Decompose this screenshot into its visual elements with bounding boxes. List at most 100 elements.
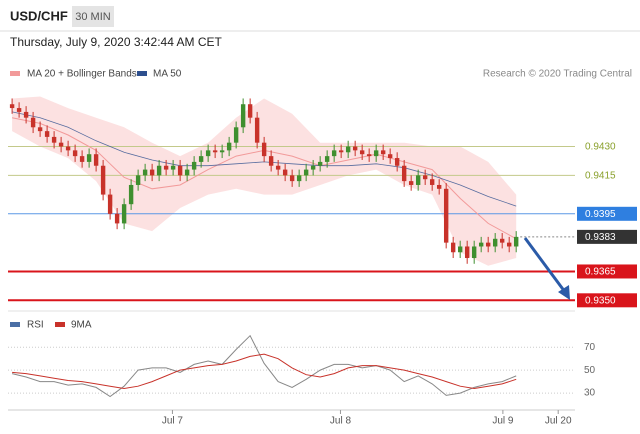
candle-body [58,142,64,147]
candle-body [401,165,407,182]
legend-label: MA 50 [153,69,182,80]
candle-body [338,150,344,153]
candle-body [310,165,316,170]
candle-body [492,238,498,247]
candle-body [387,154,393,159]
candle-body [233,127,239,143]
candle-body [198,156,204,162]
candle-body [394,158,400,166]
candle-body [485,242,491,247]
x-tick-label: Jul 8 [330,416,352,427]
bollinger-band [12,96,517,266]
price-label: 0.9383 [585,232,616,243]
candle-body [408,181,414,185]
x-tick-label: Jul 7 [162,416,184,427]
candle-body [9,104,15,109]
symbol: USD/CHF [10,8,68,23]
price-label: 0.9415 [585,170,616,181]
candle-body [114,213,120,224]
candle-body [219,150,225,153]
candle-body [44,131,50,137]
candle-body [289,175,295,182]
price-label: 0.9350 [585,295,616,306]
price-label: 0.9430 [585,142,616,153]
candle-body [324,156,330,162]
candle-body [86,154,92,162]
candle-body [513,236,519,247]
x-tick-label: Jul 20 [545,416,572,427]
candle-body [121,204,127,224]
candle-body [184,169,190,176]
candle-body [478,242,484,247]
candle-body [79,156,85,162]
candle-body [212,150,218,153]
forecast-arrowhead [558,285,570,300]
candle-body [30,117,36,128]
candle-body [282,169,288,176]
rsi-line [11,334,517,398]
candle-body [240,104,246,128]
candle-body [429,179,435,185]
ma9-line [12,353,517,390]
price-label-box [577,293,637,308]
candle-body [296,175,302,182]
candle-body [149,169,155,176]
candle-body [37,127,43,132]
candle-body [93,154,99,166]
candle-body [135,175,141,185]
legend-swatch [55,322,65,327]
candle-body [177,165,183,176]
candle-body [128,184,134,205]
candle-body [156,165,162,176]
price-label: 0.9365 [585,267,616,278]
candle-body [422,175,428,180]
candle-body [443,188,449,243]
legend-label: MA 20 + Bollinger Bands [27,69,137,80]
candle-body [415,175,421,185]
price-label-box [577,229,637,244]
candle-body [303,169,309,176]
candle-body [247,104,253,118]
candle-body [464,246,470,259]
candle-body [16,108,22,112]
candle-body [107,194,113,214]
candle-body [352,146,358,151]
candle-body [23,111,29,118]
candle-body [275,165,281,170]
price-label-box [577,264,637,279]
plot: 0.9430 0.9415 0.9395 0.9383 0.9365 0.9350 30 50… [8,96,637,427]
candle-body [359,150,365,155]
candle-body [142,169,148,176]
candle-body [506,242,512,247]
candle-body [345,146,351,153]
candle-body [268,156,274,166]
candle-body [226,142,232,151]
legend-label: RSI [27,320,44,331]
rsi-tick-label: 70 [584,342,596,353]
candle-body [331,150,337,157]
rsi-tick-label: 50 [584,365,596,376]
x-tick-label: Jul 9 [492,416,514,427]
price-label-box [577,206,637,221]
candle-body [380,150,386,155]
candle-body [170,165,176,170]
candle-body [100,165,106,195]
candle-body [261,142,267,157]
legend-swatch [10,71,20,76]
candle-body [471,246,477,259]
candle-body [436,184,442,189]
candle-body [191,161,197,170]
candle-body [65,146,71,151]
timeframe-box [72,6,114,27]
legend-swatch [137,71,147,76]
candle-body [499,238,505,243]
candle-body [317,161,323,166]
legend-label: 9MA [71,320,92,331]
price-label: 0.9395 [585,209,616,220]
candle-body [457,246,463,253]
candle-body [366,154,372,157]
candle-body [254,117,260,143]
candle-body [51,136,57,143]
